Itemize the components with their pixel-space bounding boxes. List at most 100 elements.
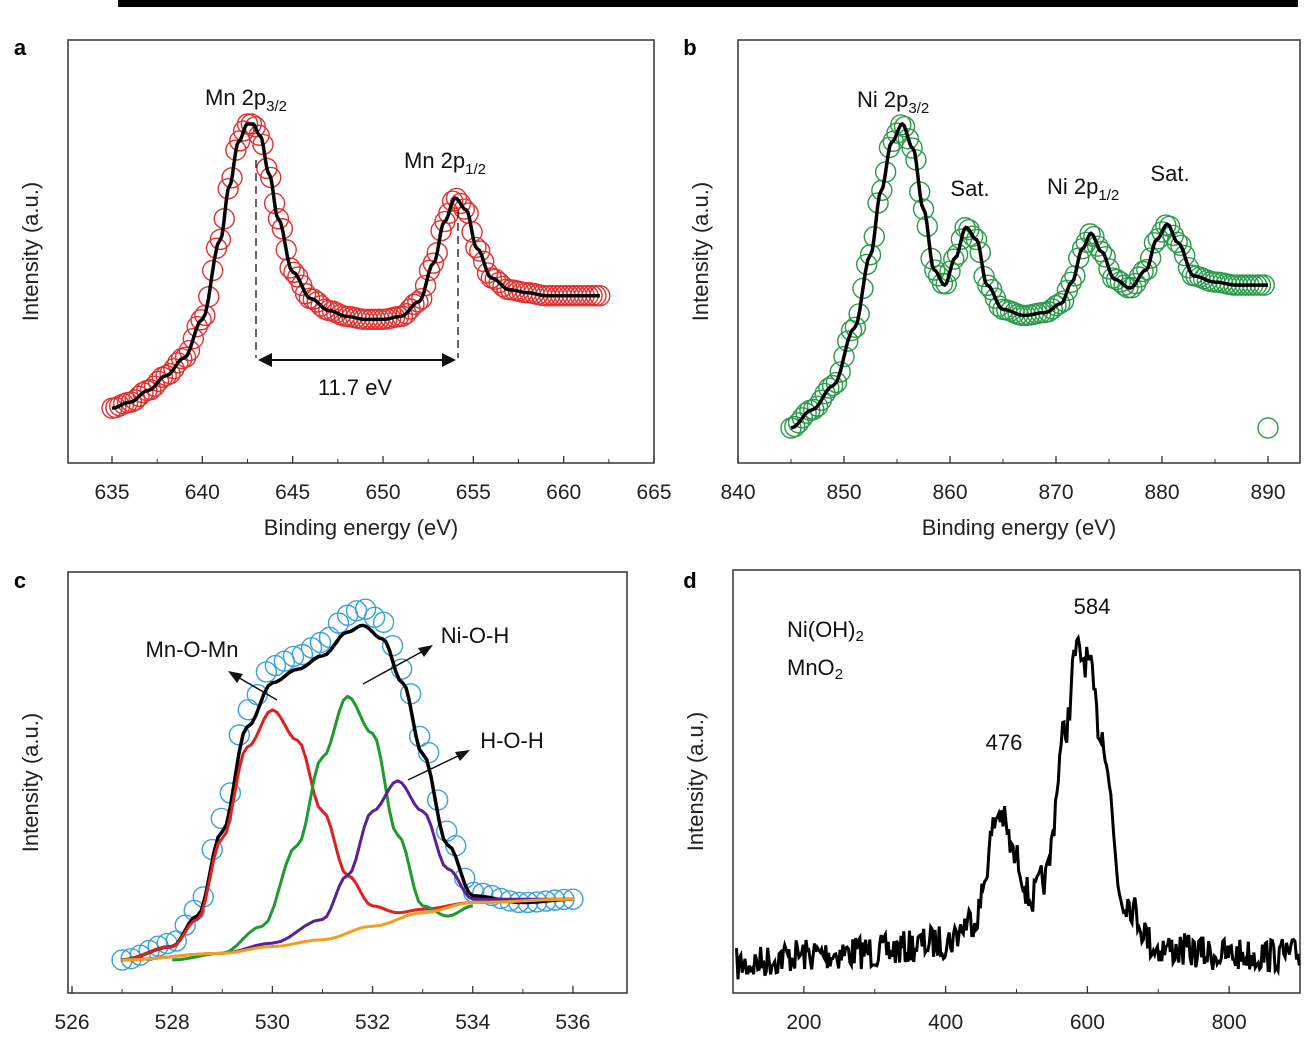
panel-a-data-point [267, 208, 290, 230]
panel-a-peak-label-mn-2p3-2: Mn 2p3/2 [205, 85, 287, 115]
panel-a-arrowhead-right [442, 353, 456, 367]
panel-b-data-point [1121, 277, 1143, 299]
panel-a-separation-label: 11.7 eV [318, 375, 393, 400]
panel-a-data-point [140, 378, 162, 401]
panel-c-x-tick-label: 534 [455, 1011, 490, 1034]
panel-b-data-point [1128, 266, 1150, 288]
panel-b-data-point [844, 316, 867, 338]
panel-d-legend-ni-oh2: Ni(OH)2 [787, 617, 864, 645]
panel-b-data-point [943, 248, 965, 270]
panel-a-x-tick-label: 640 [185, 481, 220, 504]
panel-b-data-point [901, 137, 923, 159]
panel-b-fit-line [790, 121, 1268, 430]
panel-c-x-tick-label: 526 [54, 1011, 89, 1034]
panel-b-data-point [1045, 294, 1067, 317]
panel-c-letter: c [14, 568, 26, 593]
panel-c-x-tick-label: 530 [255, 1011, 290, 1034]
panel-b-sat-label-2: Sat. [1150, 161, 1189, 186]
panel-b-data-point [821, 374, 844, 397]
panel-c-x-tick-label: 536 [555, 1011, 590, 1034]
panel-c-background-line [122, 897, 574, 962]
panel-b-frame [737, 39, 1301, 464]
panel-b-data-point [1079, 223, 1101, 245]
panel-a-letter: a [14, 35, 27, 60]
panel-c-data-point [381, 634, 404, 657]
panel-b-data-point [1049, 292, 1071, 315]
panel-c-h-o-h-line [122, 779, 573, 962]
panel-c-label-mn-o-mn: Mn-O-Mn [146, 637, 239, 662]
panel-a-data-point [445, 187, 468, 210]
panel-b-x-tick-label: 860 [932, 481, 967, 504]
panel-c-arrow-h-o-h [407, 753, 463, 781]
panel-a-fit-line [111, 122, 600, 410]
panel-b-x-tick-label: 840 [720, 481, 755, 504]
panel-a-data-point [240, 113, 263, 135]
panel-d-peak-label-476: 476 [986, 730, 1023, 755]
panel-a-frame [67, 39, 655, 464]
panel-d-plot [735, 633, 1301, 980]
panel-d-x-tick-label: 800 [1212, 1011, 1247, 1034]
panel-a-arrowhead-left [258, 353, 272, 367]
panel-b-data-point [1041, 298, 1063, 320]
panel-d-letter: d [683, 568, 696, 593]
panel-b-plot [780, 114, 1279, 439]
top-border-rule [118, 0, 1298, 7]
panel-b-data-point [954, 217, 976, 239]
panel-c-label-h-o-h: H-O-H [480, 728, 544, 753]
panel-b-data-point [810, 389, 832, 412]
panel-b-data-point [1143, 232, 1166, 254]
panel-b-peak-label-ni-2p3-2: Ni 2p3/2 [857, 87, 929, 117]
panel-c-frame [67, 571, 628, 994]
panel-b-data-point [1098, 258, 1120, 280]
panel-b-data-point [1257, 417, 1279, 439]
panel-a-x-tick-label: 665 [636, 481, 671, 504]
panel-a-x-axis-title: Binding energy (eV) [264, 515, 458, 540]
panel-b-data-point [818, 377, 840, 399]
panel-b-data-point [1174, 244, 1196, 267]
panel-a-y-axis-title: Intensity (a.u.) [18, 182, 43, 321]
panel-b-data-point [1170, 234, 1192, 257]
panel-a-data-point [155, 364, 177, 387]
panel-b-data-point [1166, 231, 1188, 254]
panel-c-ni-o-h-line [172, 694, 474, 962]
panel-c-arrow-mn-o-mn [235, 675, 278, 701]
panel-b-x-axis-title: Binding energy (eV) [922, 515, 1116, 540]
panel-a-data-point [167, 352, 189, 374]
panel-b-data-point [791, 407, 814, 429]
panel-b-data-point [935, 273, 957, 295]
panel-c-arrow-ni-o-h [362, 649, 426, 685]
panel-c-mn-o-mn-line [121, 708, 574, 962]
panel-d-spectrum-line [735, 633, 1301, 980]
panel-c-x-tick-label: 528 [155, 1011, 190, 1034]
panel-b-data-point [1060, 271, 1082, 294]
panel-a-data-point [465, 236, 487, 259]
panel-b-data-point [806, 395, 829, 417]
panel-b-data-point [977, 274, 999, 296]
panel-c-label-ni-o-h: Ni-O-H [441, 623, 509, 648]
panel-b-data-point [1052, 290, 1075, 312]
panel-c-data-point [372, 611, 395, 633]
panel-b-data-point [965, 228, 988, 251]
panel-b-data-point [1136, 258, 1158, 281]
panel-a-data-point [182, 327, 205, 350]
panel-b-x-tick-label: 850 [826, 481, 861, 504]
panel-b-data-point [1124, 272, 1147, 295]
panel-b-data-point [897, 128, 920, 150]
panel-a-data-point [422, 252, 445, 274]
panel-a-data-point [232, 120, 255, 142]
panel-c-y-axis-title: Intensity (a.u.) [18, 713, 43, 852]
panel-a-data-point [186, 315, 208, 338]
panel-a-data-point [209, 228, 232, 251]
panel-a-data-point [190, 309, 212, 331]
panel-a-x-tick-label: 660 [546, 481, 581, 504]
panel-a-data-point [453, 198, 475, 220]
panel-b-peak-label-ni-2p1-2: Ni 2p1/2 [1047, 174, 1119, 204]
panel-c-data-point [354, 598, 377, 620]
panel-b-data-point [833, 345, 855, 368]
panel-b-x-tick-label: 880 [1144, 481, 1179, 504]
panel-c-x-tick-label: 532 [355, 1011, 390, 1034]
panel-a-data-point [271, 218, 294, 240]
panel-a-plot [101, 113, 611, 419]
panel-a-x-tick-label: 650 [365, 481, 400, 504]
